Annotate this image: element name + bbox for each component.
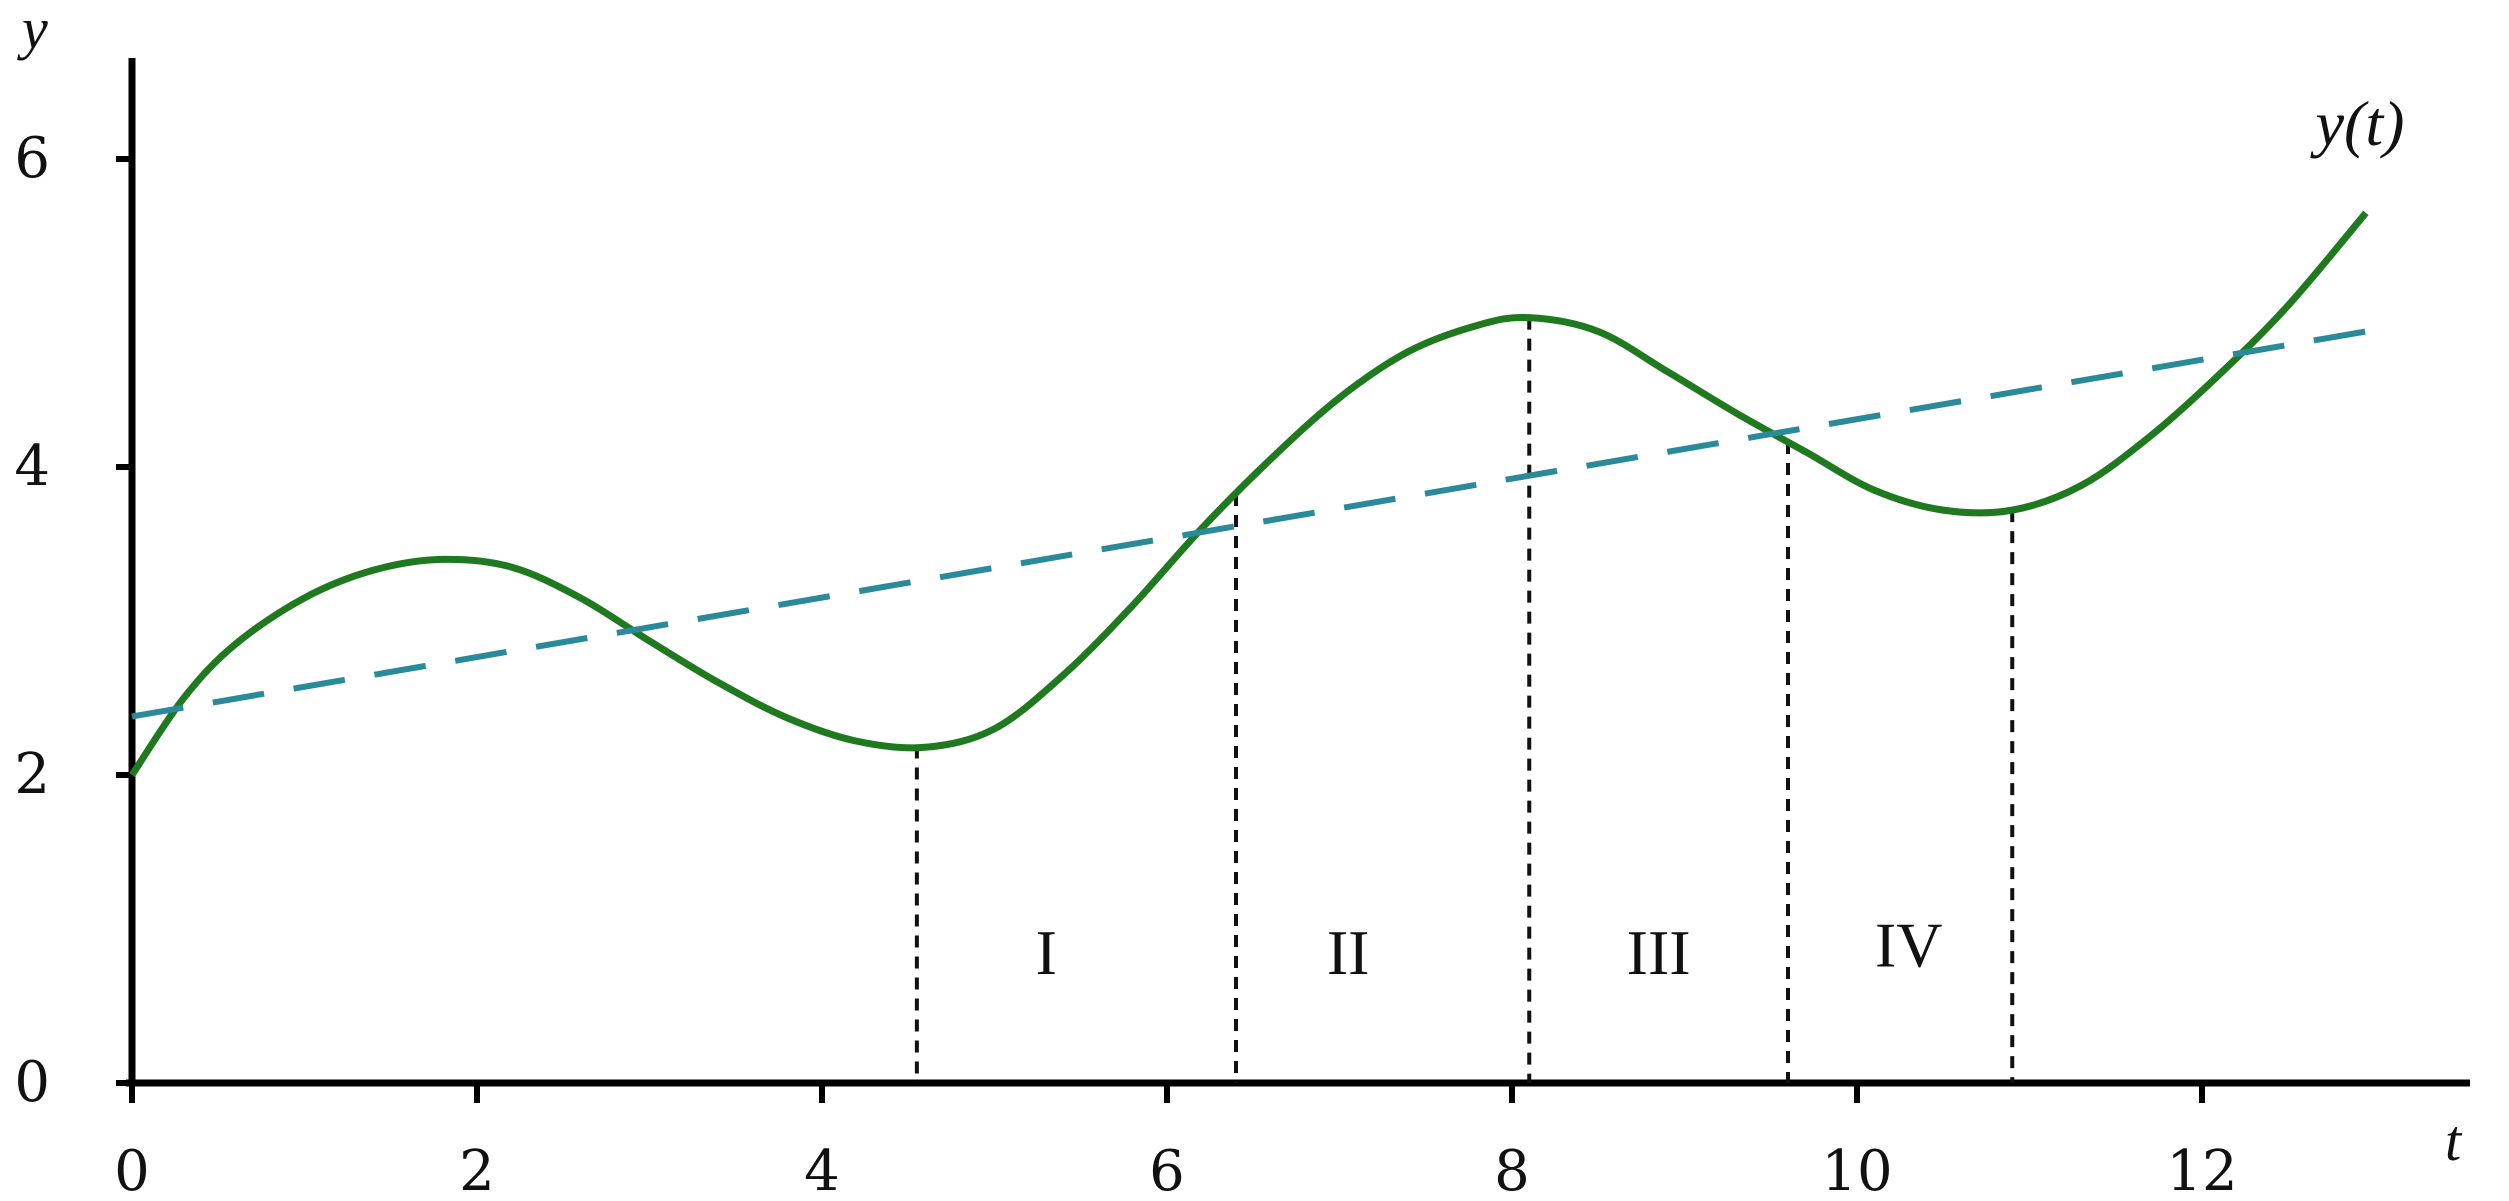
- y-tick-label: 6: [14, 126, 50, 191]
- series-layer: [129, 210, 2369, 777]
- x-tick-label: 10: [1821, 1139, 1892, 1201]
- region-labels: I II III IV: [1036, 909, 1943, 988]
- x-tick-label: 6: [1149, 1139, 1185, 1201]
- region-label: II: [1327, 917, 1370, 988]
- x-tick-label: 0: [114, 1139, 150, 1201]
- region-label: III: [1627, 917, 1691, 988]
- y-tick-label: 4: [14, 434, 50, 499]
- y-tick-label: 2: [14, 742, 50, 807]
- region-dividers: [914, 317, 2015, 1083]
- x-ticks: 0 2 4 6 8 10 12: [114, 1083, 2238, 1201]
- x-tick-label: 12: [2166, 1139, 2237, 1201]
- trend-line: [131, 328, 2367, 720]
- x-tick-label: 8: [1494, 1139, 1530, 1201]
- region-label: IV: [1875, 909, 1943, 980]
- region-label: I: [1036, 917, 1057, 988]
- x-tick-label: 4: [804, 1139, 840, 1201]
- y-axis-label: y: [17, 0, 48, 61]
- curve-label: y(t): [2310, 88, 2405, 159]
- series-line-y-t: [129, 210, 2369, 777]
- x-axis-label: t: [2445, 1108, 2463, 1173]
- x-tick-label: 2: [459, 1139, 495, 1201]
- y-ticks: 0 2 4 6: [14, 126, 132, 1115]
- y-tick-label: 0: [14, 1050, 50, 1115]
